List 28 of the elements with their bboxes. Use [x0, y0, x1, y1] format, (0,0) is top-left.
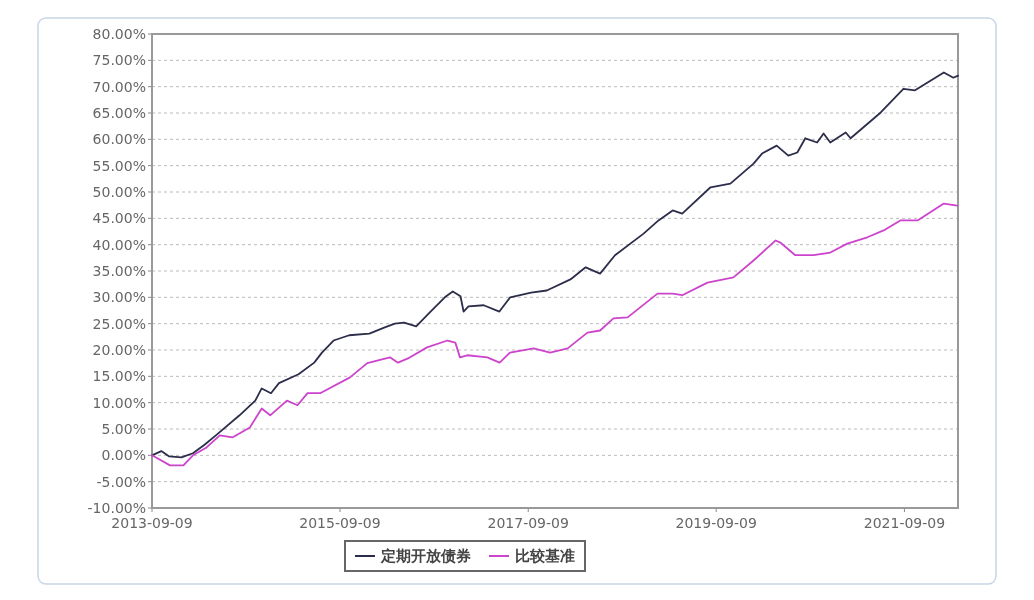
y-tick-label: 75.00% [92, 52, 146, 69]
y-tick-label: 10.00% [92, 394, 146, 411]
legend-label: 比较基准 [515, 547, 575, 565]
y-tick-label: 55.00% [92, 157, 146, 174]
y-tick-label: 70.00% [92, 78, 146, 95]
legend-label: 定期开放债券 [380, 547, 471, 565]
x-tick-label: 2017-09-09 [487, 515, 569, 531]
x-tick-label: 2019-09-09 [675, 515, 757, 531]
y-tick-label: 0.00% [101, 447, 146, 464]
y-tick-label: 60.00% [92, 131, 146, 148]
y-tick-label: 50.00% [92, 184, 146, 200]
y-tick-label: 20.00% [92, 342, 146, 358]
y-tick-label: 15.00% [92, 368, 146, 385]
y-tick-label: -10.00% [87, 500, 146, 516]
x-tick-label: 2021-09-09 [863, 515, 946, 531]
x-tick-label: 2013-09-09 [111, 515, 193, 531]
x-tick-label: 2015-09-09 [299, 515, 381, 531]
y-tick-label: -5.00% [96, 473, 146, 490]
y-tick-label: 65.00% [92, 105, 146, 121]
line-series [151, 202, 959, 467]
y-tick-label: 5.00% [101, 421, 146, 437]
y-tick-label: 80.00% [92, 26, 146, 42]
y-tick-label: 30.00% [92, 289, 146, 306]
y-tick-label: 35.00% [92, 263, 146, 279]
y-tick-label: 45.00% [92, 210, 146, 227]
y-tick-label: 40.00% [92, 236, 146, 253]
y-tick-label: 25.00% [92, 315, 146, 332]
line-series [151, 71, 959, 459]
